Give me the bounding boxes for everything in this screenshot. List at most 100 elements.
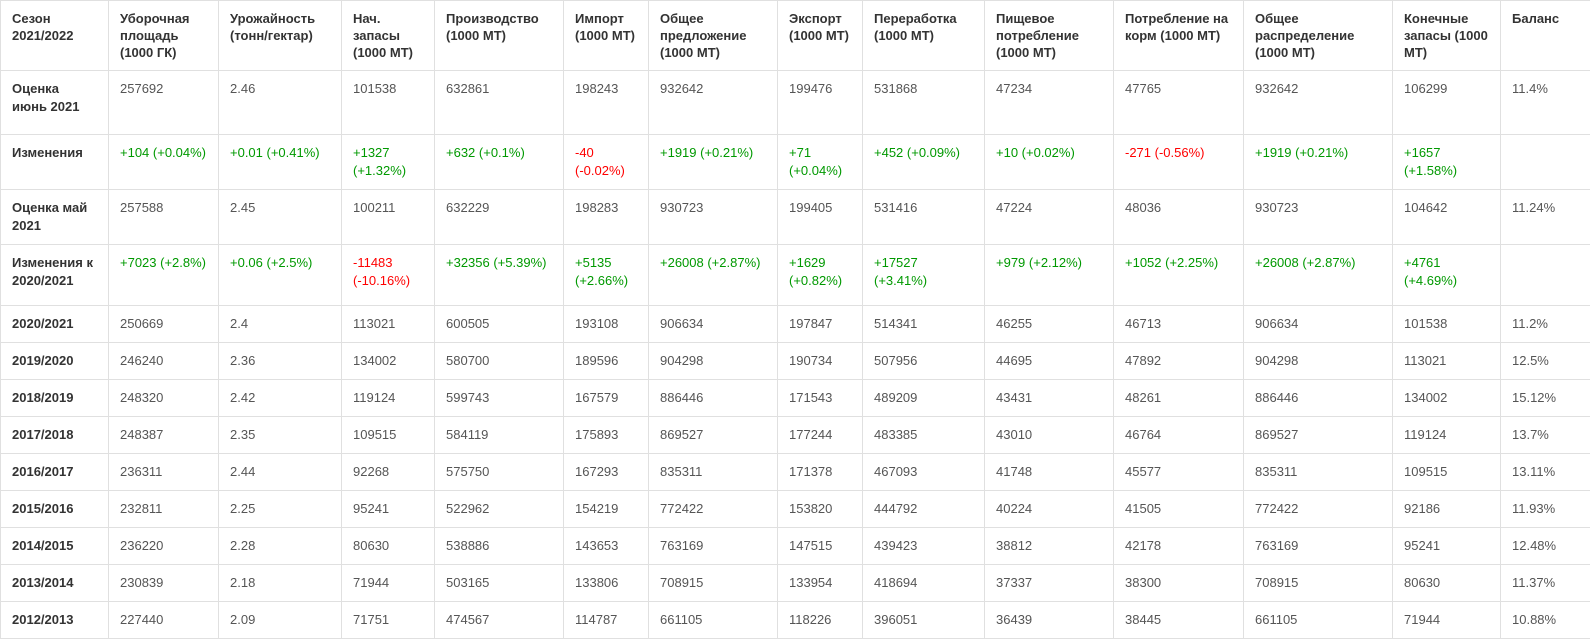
table-cell: 71944 (1393, 602, 1501, 639)
table-cell: 483385 (863, 417, 985, 454)
table-cell: 40224 (985, 491, 1114, 528)
table-cell: 95241 (342, 491, 435, 528)
table-cell: -40 (-0.02%) (564, 135, 649, 190)
table-cell: 143653 (564, 528, 649, 565)
table-cell: 45577 (1114, 454, 1244, 491)
table-cell: 11.4% (1501, 71, 1590, 135)
table-cell: 71944 (342, 565, 435, 602)
table-cell: 43431 (985, 380, 1114, 417)
row-label: Оценка май 2021 (1, 190, 109, 245)
table-cell: 104642 (1393, 190, 1501, 245)
table-cell: 11.24% (1501, 190, 1590, 245)
table-cell: -271 (-0.56%) (1114, 135, 1244, 190)
table-cell: 189596 (564, 343, 649, 380)
table-cell: 44695 (985, 343, 1114, 380)
row-label: Изменения к 2020/2021 (1, 245, 109, 306)
table-cell: +632 (+0.1%) (435, 135, 564, 190)
table-cell: 2.28 (219, 528, 342, 565)
table-cell: 46713 (1114, 306, 1244, 343)
table-cell: 232811 (109, 491, 219, 528)
table-cell: 584119 (435, 417, 564, 454)
table-cell: 171543 (778, 380, 863, 417)
table-cell: 886446 (1244, 380, 1393, 417)
table-cell: 101538 (1393, 306, 1501, 343)
row-label: 2020/2021 (1, 306, 109, 343)
table-cell (1501, 245, 1590, 306)
table-cell: 507956 (863, 343, 985, 380)
column-header: Пищевое потребление (1000 МТ) (985, 1, 1114, 71)
table-cell: 13.7% (1501, 417, 1590, 454)
table-cell: 2.18 (219, 565, 342, 602)
column-header: Экспорт (1000 МТ) (778, 1, 863, 71)
table-cell: 15.12% (1501, 380, 1590, 417)
table-cell: 113021 (342, 306, 435, 343)
table-cell: 10.88% (1501, 602, 1590, 639)
table-cell: 246240 (109, 343, 219, 380)
table-cell: +4761 (+4.69%) (1393, 245, 1501, 306)
table-cell: 886446 (649, 380, 778, 417)
table-cell: 2.4 (219, 306, 342, 343)
table-cell: 12.5% (1501, 343, 1590, 380)
table-cell: 2.45 (219, 190, 342, 245)
table-cell: 101538 (342, 71, 435, 135)
table-cell: +1327 (+1.32%) (342, 135, 435, 190)
row-label: 2013/2014 (1, 565, 109, 602)
table-cell: 119124 (1393, 417, 1501, 454)
table-cell: 11.93% (1501, 491, 1590, 528)
table-cell: 575750 (435, 454, 564, 491)
table-cell: 474567 (435, 602, 564, 639)
row-label: Изменения (1, 135, 109, 190)
table-cell: 199476 (778, 71, 863, 135)
table-cell: +979 (+2.12%) (985, 245, 1114, 306)
column-header: Баланс (1501, 1, 1590, 71)
table-cell: 906634 (649, 306, 778, 343)
table-cell: 47234 (985, 71, 1114, 135)
table-cell: 869527 (1244, 417, 1393, 454)
table-cell: 522962 (435, 491, 564, 528)
table-cell: +1052 (+2.25%) (1114, 245, 1244, 306)
table-cell: 250669 (109, 306, 219, 343)
table-cell: 230839 (109, 565, 219, 602)
table-cell: 153820 (778, 491, 863, 528)
table-cell: +452 (+0.09%) (863, 135, 985, 190)
table-cell: 835311 (1244, 454, 1393, 491)
table-cell: 47224 (985, 190, 1114, 245)
table-cell: 47765 (1114, 71, 1244, 135)
row-label: 2019/2020 (1, 343, 109, 380)
table-cell: -11483 (-10.16%) (342, 245, 435, 306)
table-cell: 47892 (1114, 343, 1244, 380)
table-cell: +32356 (+5.39%) (435, 245, 564, 306)
table-cell: 118226 (778, 602, 863, 639)
table-cell: 119124 (342, 380, 435, 417)
table-cell: 134002 (342, 343, 435, 380)
table-cell: 236220 (109, 528, 219, 565)
column-header: Конечные запасы (1000 МТ) (1393, 1, 1501, 71)
row-label: 2012/2013 (1, 602, 109, 639)
table-cell: 904298 (649, 343, 778, 380)
table-cell: 869527 (649, 417, 778, 454)
table-cell: 167579 (564, 380, 649, 417)
column-header: Общее распределение (1000 МТ) (1244, 1, 1393, 71)
table-cell: +71 (+0.04%) (778, 135, 863, 190)
table-cell: 932642 (649, 71, 778, 135)
table-cell: +1657 (+1.58%) (1393, 135, 1501, 190)
table-cell: 38300 (1114, 565, 1244, 602)
row-label: 2015/2016 (1, 491, 109, 528)
table-cell: +1629 (+0.82%) (778, 245, 863, 306)
column-header: Уборочная площадь (1000 ГК) (109, 1, 219, 71)
row-label: 2017/2018 (1, 417, 109, 454)
column-header: Потребление на корм (1000 МТ) (1114, 1, 1244, 71)
table-cell: +1919 (+0.21%) (1244, 135, 1393, 190)
table-cell: +104 (+0.04%) (109, 135, 219, 190)
table-cell: 661105 (649, 602, 778, 639)
column-header: Общее предложение (1000 МТ) (649, 1, 778, 71)
table-cell: 930723 (649, 190, 778, 245)
table-cell: +17527 (+3.41%) (863, 245, 985, 306)
